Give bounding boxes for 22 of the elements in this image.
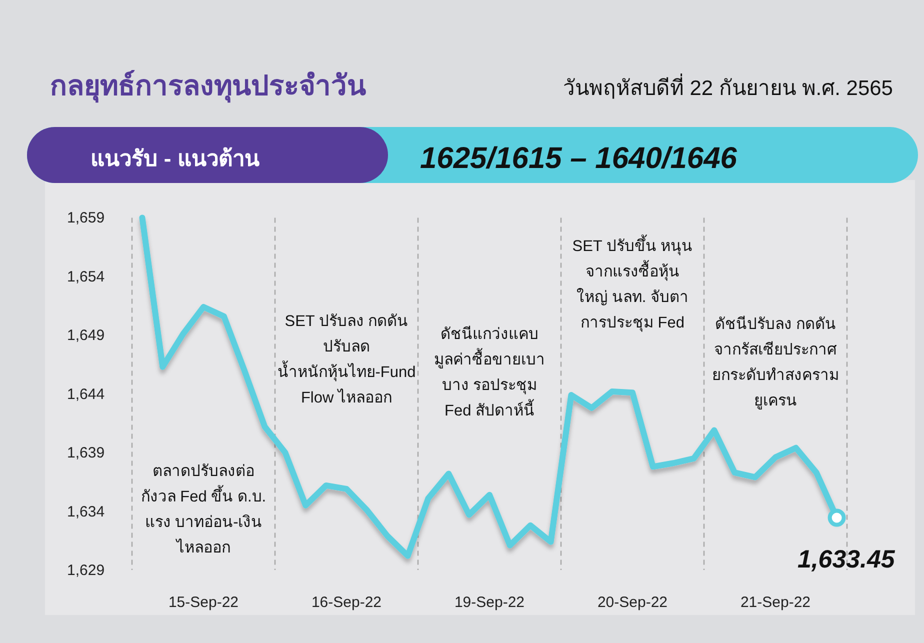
y-tick-label: 1,634 [67, 503, 105, 520]
x-tick-label: 15-Sep-22 [168, 594, 239, 611]
text: แนวรับ - แนวต้าน [90, 146, 260, 171]
annotation: ดัชนีแกว่งแคบ มูลค่าซื้อขายเบา บาง รอประชุม Fed สัปดาห์นี้ [434, 326, 545, 420]
x-tick-label: 16-Sep-22 [311, 594, 382, 611]
chart-title: กลยุทธ์การลงทุนประจำวัน [50, 70, 366, 103]
x-tick-label: 20-Sep-22 [597, 594, 668, 611]
annotation: 1,633.45 [797, 546, 896, 574]
annotation: ดัชนีปรับลง กดดัน จากรัสเซียประกาศ ยกระดับทำสงคราม ยูเครน [712, 316, 839, 410]
annotation: ตลาดปรับลงต่อ กังวล Fed ขึ้น ด.บ. แรง บาทอ่อน-เงิน ไหลออก [140, 463, 266, 556]
y-tick-label: 1,629 [67, 562, 105, 579]
x-tick-label: 21-Sep-22 [740, 594, 811, 611]
chart-subtitle: วันพฤหัสบดีที่ 22 กันยายน พ.ศ. 2565 [562, 73, 893, 100]
y-tick-label: 1,639 [67, 444, 105, 462]
y-tick-label: 1,649 [67, 327, 105, 344]
y-tick-label: 1,644 [67, 386, 105, 403]
y-tick-label: 1,659 [67, 210, 105, 227]
annotation: SET ปรับลง กดดัน ปรับลด น้ำหนักหุ้นไทย-Fund Flow ไหลออก [277, 313, 416, 406]
annotation: SET ปรับขึ้น หนุน จากแรงซื้อหุ้น ใหญ่ นลท. จับตา การประชุม Fed [572, 234, 693, 332]
y-tick-label: 1,654 [67, 268, 105, 286]
text: 1625/1615 – 1640/1646 [420, 142, 738, 175]
x-tick-label: 19-Sep-22 [454, 594, 525, 611]
